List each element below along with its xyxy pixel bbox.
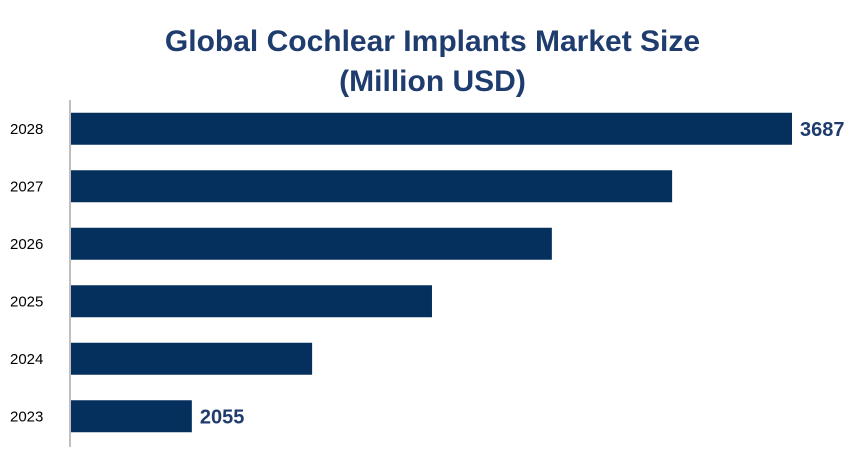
bar-2023 — [71, 400, 192, 433]
data-label-2028: 3687 — [800, 119, 845, 141]
chart-title: Global Cochlear Implants Market Size (Mi… — [0, 22, 865, 102]
y-tick-label-2027: 2027 — [10, 178, 43, 195]
y-tick-label-2028: 2028 — [10, 121, 43, 138]
chart-title-line-2: (Million USD) — [339, 65, 526, 98]
bar-2025 — [71, 285, 432, 318]
chart-title-line-1: Global Cochlear Implants Market Size — [164, 25, 701, 58]
y-tick-label-2025: 2025 — [10, 293, 43, 310]
bar-2027 — [71, 170, 673, 203]
bar-2028 — [71, 112, 792, 145]
bar-2026 — [71, 227, 552, 260]
y-tick-label-2024: 2024 — [10, 351, 43, 368]
data-label-2023: 2055 — [200, 406, 245, 428]
bar-2024 — [71, 342, 313, 375]
y-tick-label-2026: 2026 — [10, 236, 43, 253]
y-tick-label-2023: 2023 — [10, 408, 43, 425]
